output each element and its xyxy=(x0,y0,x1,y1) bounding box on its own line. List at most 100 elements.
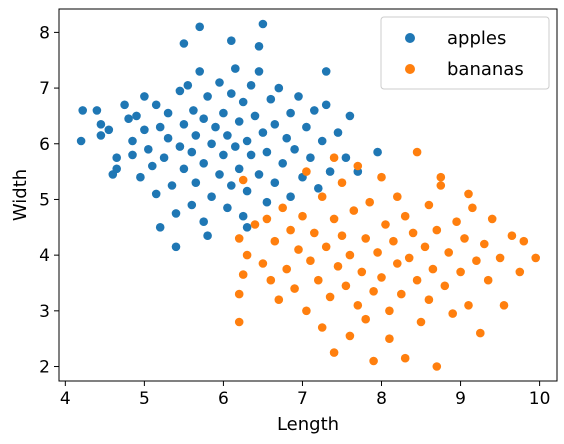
apples-point xyxy=(234,117,244,126)
apples-point xyxy=(294,92,303,101)
apples-point xyxy=(215,170,224,179)
bananas-point xyxy=(302,167,311,176)
apples-point xyxy=(321,100,331,110)
bananas-point xyxy=(365,197,375,207)
apples-point xyxy=(179,164,189,174)
bananas-point xyxy=(389,236,398,246)
bananas-point xyxy=(369,356,378,366)
bananas-point xyxy=(361,234,371,243)
apples-point xyxy=(314,184,323,193)
bananas-point xyxy=(357,267,367,277)
bananas-point xyxy=(385,334,394,344)
apples-point xyxy=(163,108,173,118)
bananas-point xyxy=(476,328,485,338)
apples-point xyxy=(262,197,272,207)
legend-box xyxy=(380,16,550,90)
bananas-point xyxy=(250,220,260,229)
bananas-point xyxy=(483,275,493,285)
legend-marker-bananas xyxy=(405,64,415,74)
bananas-point xyxy=(337,231,347,240)
bananas-point xyxy=(452,217,461,226)
apples-point xyxy=(140,125,149,135)
apples-point xyxy=(128,136,137,146)
bananas-point xyxy=(290,284,299,293)
apples-point xyxy=(234,164,244,174)
apples-point xyxy=(258,19,268,29)
y-tick-label: 8 xyxy=(39,23,50,43)
bananas-point xyxy=(404,253,414,263)
apples-point xyxy=(78,106,87,115)
apples-point xyxy=(242,136,252,146)
apples-point xyxy=(163,133,173,143)
points-layer xyxy=(76,19,540,371)
apples-point xyxy=(136,172,145,182)
bananas-point xyxy=(440,281,450,291)
apples-point xyxy=(120,100,129,110)
apples-point xyxy=(195,22,204,32)
bananas-point xyxy=(349,206,359,215)
bananas-point xyxy=(341,281,351,291)
bananas-point xyxy=(325,292,335,302)
bananas-point xyxy=(377,273,386,282)
bananas-point xyxy=(468,203,477,213)
apples-point xyxy=(155,122,165,132)
x-axis: 4 5 6 7 8 9 10 xyxy=(60,381,551,409)
bananas-point xyxy=(258,259,268,268)
bananas-point xyxy=(448,309,458,318)
apples-point xyxy=(159,153,169,162)
apples-point xyxy=(238,97,248,107)
apples-point xyxy=(246,150,256,160)
x-tick-label: 5 xyxy=(139,389,150,409)
bananas-point xyxy=(412,275,422,285)
bananas-point xyxy=(416,317,426,327)
bananas-point xyxy=(373,248,382,257)
bananas-point xyxy=(242,250,252,260)
bananas-point xyxy=(282,264,292,274)
y-tick-label: 3 xyxy=(39,302,50,322)
bananas-point xyxy=(329,153,339,162)
bananas-point xyxy=(480,239,489,249)
bananas-point xyxy=(487,214,497,224)
bananas-point xyxy=(428,264,438,274)
apples-point xyxy=(270,178,280,187)
y-tick-label: 6 xyxy=(39,135,50,155)
bananas-point xyxy=(353,301,363,310)
bananas-point xyxy=(266,275,276,285)
apples-point xyxy=(219,108,228,118)
bananas-point xyxy=(519,236,529,246)
apples-point xyxy=(167,181,177,190)
bananas-point xyxy=(393,192,402,201)
x-tick-label: 10 xyxy=(529,389,551,409)
y-tick-label: 2 xyxy=(39,358,50,378)
bananas-point xyxy=(381,220,390,229)
bananas-point xyxy=(400,211,410,221)
bananas-point xyxy=(424,200,434,210)
bananas-point xyxy=(262,214,272,224)
apples-point xyxy=(242,186,252,196)
legend-label-bananas: bananas xyxy=(447,59,524,80)
bananas-point xyxy=(353,161,363,171)
apples-point xyxy=(317,136,327,146)
x-tick-label: 7 xyxy=(297,389,308,409)
bananas-point xyxy=(472,256,481,266)
y-tick-label: 4 xyxy=(39,246,50,266)
apples-point xyxy=(96,120,106,129)
apples-point xyxy=(345,111,355,121)
y-tick-label: 7 xyxy=(39,79,50,99)
apples-point xyxy=(246,81,256,90)
x-tick-label: 9 xyxy=(455,389,466,409)
bananas-point xyxy=(361,314,371,324)
apples-point xyxy=(175,86,185,96)
apples-point xyxy=(254,42,264,51)
legend-marker-apples xyxy=(405,33,415,43)
apples-point xyxy=(258,128,268,137)
bananas-point xyxy=(377,172,386,182)
apples-point xyxy=(203,231,212,240)
apples-point xyxy=(104,125,114,135)
bananas-point xyxy=(234,234,244,243)
apples-point xyxy=(92,106,102,115)
bananas-point xyxy=(456,267,465,277)
bananas-point xyxy=(274,295,284,305)
apples-point xyxy=(179,120,189,129)
apples-point xyxy=(179,39,189,48)
